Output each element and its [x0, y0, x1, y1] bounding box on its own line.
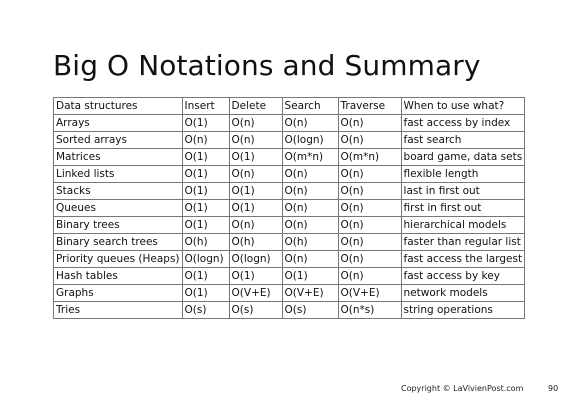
cell-when-to-use: network models [400, 284, 526, 302]
table-header-row: Data structures Insert Delete Search Tra… [53, 97, 526, 115]
cell-traverse: O(n) [337, 182, 402, 200]
table-row: Stacks O(1) O(1) O(n) O(n) last in first out [53, 182, 526, 200]
cell-search: O(n) [281, 250, 339, 268]
cell-data-structure: Binary trees [53, 216, 183, 234]
cell-traverse: O(n) [337, 131, 402, 149]
cell-search: O(n) [281, 114, 339, 132]
cell-search: O(logn) [281, 131, 339, 149]
cell-when-to-use: flexible length [400, 165, 526, 183]
cell-insert: O(1) [181, 148, 230, 166]
cell-delete: O(1) [228, 182, 283, 200]
cell-traverse: O(n) [337, 250, 402, 268]
cell-search: O(m*n) [281, 148, 339, 166]
cell-search: O(n) [281, 216, 339, 234]
cell-delete: O(s) [228, 301, 283, 319]
cell-data-structure: Matrices [53, 148, 183, 166]
cell-when-to-use: last in first out [400, 182, 526, 200]
cell-delete: O(n) [228, 114, 283, 132]
table-body: Arrays O(1) O(n) O(n) O(n) fast access by ind… [53, 114, 526, 319]
table-row: Binary search trees O(h) O(h) O(h) O(n) faste… [53, 233, 526, 251]
cell-traverse: O(n) [337, 199, 402, 217]
cell-insert: O(1) [181, 182, 230, 200]
cell-traverse: O(m*n) [337, 148, 402, 166]
cell-insert: O(n) [181, 131, 230, 149]
header-traverse: Traverse [337, 97, 402, 115]
table-row: Queues O(1) O(1) O(n) O(n) first in first out [53, 199, 526, 217]
cell-when-to-use: faster than regular list [400, 233, 526, 251]
cell-delete: O(n) [228, 165, 283, 183]
big-o-table: Data structures Insert Delete Search Tra… [53, 97, 526, 319]
slide-footer: Copyright © LaVivienPost.com 90 [0, 384, 580, 398]
table-row: Matrices O(1) O(1) O(m*n) O(m*n) board game, … [53, 148, 526, 166]
cell-when-to-use: string operations [400, 301, 526, 319]
table-row: Tries O(s) O(s) O(s) O(n*s) string operations [53, 301, 526, 319]
header-when-to-use: When to use what? [400, 97, 526, 115]
cell-delete: O(n) [228, 216, 283, 234]
cell-data-structure: Queues [53, 199, 183, 217]
cell-data-structure: Linked lists [53, 165, 183, 183]
cell-search: O(s) [281, 301, 339, 319]
table-row: Binary trees O(1) O(n) O(n) O(n) hierarchical… [53, 216, 526, 234]
cell-traverse: O(n) [337, 216, 402, 234]
cell-data-structure: Tries [53, 301, 183, 319]
slide-title: Big O Notations and Summary [53, 49, 481, 82]
cell-data-structure: Sorted arrays [53, 131, 183, 149]
cell-traverse: O(n*s) [337, 301, 402, 319]
cell-when-to-use: board game, data sets [400, 148, 526, 166]
cell-search: O(1) [281, 267, 339, 285]
cell-insert: O(1) [181, 199, 230, 217]
cell-data-structure: Hash tables [53, 267, 183, 285]
cell-delete: O(n) [228, 131, 283, 149]
cell-traverse: O(V+E) [337, 284, 402, 302]
cell-search: O(n) [281, 165, 339, 183]
table-row: Graphs O(1) O(V+E) O(V+E) O(V+E) network mode… [53, 284, 526, 302]
cell-when-to-use: fast search [400, 131, 526, 149]
cell-insert: O(1) [181, 216, 230, 234]
cell-when-to-use: hierarchical models [400, 216, 526, 234]
cell-data-structure: Graphs [53, 284, 183, 302]
cell-insert: O(1) [181, 267, 230, 285]
cell-delete: O(V+E) [228, 284, 283, 302]
cell-delete: O(h) [228, 233, 283, 251]
table-row: Hash tables O(1) O(1) O(1) O(n) fast access b… [53, 267, 526, 285]
header-data-structures: Data structures [53, 97, 183, 115]
cell-delete: O(1) [228, 199, 283, 217]
cell-delete: O(logn) [228, 250, 283, 268]
cell-insert: O(1) [181, 165, 230, 183]
cell-search: O(V+E) [281, 284, 339, 302]
header-delete: Delete [228, 97, 283, 115]
cell-when-to-use: first in first out [400, 199, 526, 217]
cell-delete: O(1) [228, 267, 283, 285]
cell-data-structure: Priority queues (Heaps) [53, 250, 183, 268]
table-row: Linked lists O(1) O(n) O(n) O(n) flexible len… [53, 165, 526, 183]
cell-data-structure: Arrays [53, 114, 183, 132]
header-insert: Insert [181, 97, 230, 115]
cell-insert: O(s) [181, 301, 230, 319]
cell-data-structure: Binary search trees [53, 233, 183, 251]
table-row: Arrays O(1) O(n) O(n) O(n) fast access by ind… [53, 114, 526, 132]
cell-insert: O(h) [181, 233, 230, 251]
table-row: Priority queues (Heaps) O(logn) O(logn) O(n… [53, 250, 526, 268]
cell-traverse: O(n) [337, 233, 402, 251]
cell-delete: O(1) [228, 148, 283, 166]
cell-insert: O(1) [181, 114, 230, 132]
cell-traverse: O(n) [337, 267, 402, 285]
cell-traverse: O(n) [337, 114, 402, 132]
copyright-text: Copyright © LaVivienPost.com [401, 384, 524, 393]
cell-traverse: O(n) [337, 165, 402, 183]
cell-data-structure: Stacks [53, 182, 183, 200]
cell-search: O(n) [281, 182, 339, 200]
cell-search: O(h) [281, 233, 339, 251]
cell-when-to-use: fast access the largest [400, 250, 526, 268]
header-search: Search [281, 97, 339, 115]
cell-when-to-use: fast access by index [400, 114, 526, 132]
cell-insert: O(1) [181, 284, 230, 302]
cell-search: O(n) [281, 199, 339, 217]
table-row: Sorted arrays O(n) O(n) O(logn) O(n) fast sea… [53, 131, 526, 149]
cell-insert: O(logn) [181, 250, 230, 268]
cell-when-to-use: fast access by key [400, 267, 526, 285]
page-number: 90 [548, 384, 559, 393]
